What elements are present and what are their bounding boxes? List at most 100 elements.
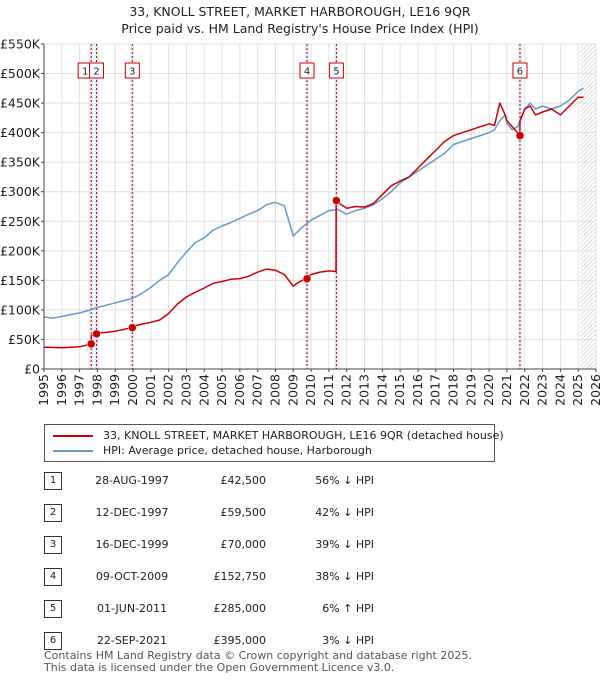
x-tick-label: 1995 xyxy=(36,374,51,406)
event-label-number: 1 xyxy=(82,67,88,78)
event-label: 6 xyxy=(512,62,528,79)
x-tick-label: 1996 xyxy=(54,374,69,406)
event-band xyxy=(130,44,135,369)
x-tick-label: 2023 xyxy=(535,374,550,406)
event-label-box xyxy=(328,62,344,79)
x-tick-label: 2018 xyxy=(446,374,461,406)
event-label: 2 xyxy=(89,62,105,79)
sale-date: 22-SEP-2021 xyxy=(96,634,168,647)
sale-number-badge: 4 xyxy=(44,568,62,586)
x-tick-label: 2004 xyxy=(196,374,211,406)
sale-marker xyxy=(302,274,312,283)
sale-date: 16-DEC-1999 xyxy=(95,538,169,551)
event-label-box xyxy=(89,62,105,79)
x-tick-label: 2025 xyxy=(570,374,585,406)
x-tick-label: 2022 xyxy=(517,374,532,406)
sale-date: 01-JUN-2011 xyxy=(96,602,168,615)
x-tick-label: 2014 xyxy=(374,374,389,406)
sale-number-badge: 3 xyxy=(44,536,62,554)
sale-date: 12-DEC-1997 xyxy=(95,506,169,519)
legend-item-property: 33, KNOLL STREET, MARKET HARBOROUGH, LE1… xyxy=(53,429,504,442)
sale-date: 09-OCT-2009 xyxy=(95,570,169,583)
x-tick-label: 2003 xyxy=(178,374,193,406)
x-tick-label: 2019 xyxy=(463,374,478,406)
event-label-number: 5 xyxy=(333,67,339,78)
sale-hpi-diff: 42% ↓ HPI xyxy=(315,506,374,519)
event-label: 3 xyxy=(124,62,140,79)
y-tick-label: £100K xyxy=(0,302,41,317)
sale-row: 5 01-JUN-2011 £285,000 6% ↑ HPI xyxy=(44,598,464,620)
footer-copyright: Contains HM Land Registry data © Crown c… xyxy=(44,649,472,662)
sale-marker xyxy=(92,329,101,339)
event-label-box xyxy=(512,62,528,79)
sale-number-badge: 1 xyxy=(44,472,62,490)
event-label-number: 2 xyxy=(93,67,99,78)
sale-number-badge: 5 xyxy=(44,600,62,618)
event-band xyxy=(94,44,99,369)
sale-marker xyxy=(332,196,341,205)
x-tick-label: 1997 xyxy=(72,374,87,406)
event-band xyxy=(517,44,522,369)
footer-notice: Contains HM Land Registry data © Crown c… xyxy=(44,650,472,674)
legend-swatch-hpi xyxy=(53,450,93,452)
x-tick-label: 2006 xyxy=(232,374,247,406)
chart-title-line2: Price paid vs. HM Land Registry's House … xyxy=(121,21,478,36)
sale-number-badge: 6 xyxy=(44,632,62,650)
event-label-number: 3 xyxy=(129,67,135,78)
y-tick-label: £0 xyxy=(24,362,40,377)
sale-number-badge: 2 xyxy=(44,504,62,522)
event-band xyxy=(305,44,310,369)
y-tick-label: £250K xyxy=(0,214,41,229)
y-tick-label: £50K xyxy=(8,332,41,347)
x-tick-label: 2009 xyxy=(285,374,300,406)
price-chart: 33, KNOLL STREET, MARKET HARBOROUGH, LE1… xyxy=(0,4,600,406)
x-tick-label: 2010 xyxy=(303,374,318,406)
event-label-number: 4 xyxy=(304,67,310,78)
y-tick-label: £550K xyxy=(0,37,41,52)
x-tick-label: 2015 xyxy=(392,374,407,406)
event-label: 5 xyxy=(328,62,344,79)
y-tick-label: £300K xyxy=(0,184,41,199)
y-tick-label: £150K xyxy=(0,273,41,288)
sale-marker xyxy=(515,131,525,140)
plot-area xyxy=(44,44,596,369)
sale-hpi-diff: 56% ↓ HPI xyxy=(315,474,374,487)
sale-price: £59,500 xyxy=(220,506,267,519)
chart-legend: 33, KNOLL STREET, MARKET HARBOROUGH, LE1… xyxy=(44,424,504,462)
x-tick-label: 2013 xyxy=(357,374,372,406)
x-tick-label: 2011 xyxy=(321,374,336,406)
future-shade xyxy=(579,44,596,369)
sale-row: 6 22-SEP-2021 £395,000 3% ↓ HPI xyxy=(44,630,464,652)
legend-item-hpi: HPI: Average price, detached house, Harb… xyxy=(53,444,372,457)
sale-row: 3 16-DEC-1999 £70,000 39% ↓ HPI xyxy=(44,534,464,556)
x-tick-label: 2017 xyxy=(428,374,443,406)
sale-hpi-diff: 3% ↓ HPI xyxy=(322,634,374,647)
y-tick-label: £450K xyxy=(0,96,41,111)
x-tick-label: 2026 xyxy=(588,374,600,406)
hpi-line xyxy=(43,87,584,319)
y-tick-label: £400K xyxy=(0,125,41,140)
chart-title-line1: 33, KNOLL STREET, MARKET HARBOROUGH, LE1… xyxy=(129,4,471,19)
y-tick-label: £500K xyxy=(0,66,41,81)
sale-marker xyxy=(86,339,96,349)
sale-row: 2 12-DEC-1997 £59,500 42% ↓ HPI xyxy=(44,502,464,524)
legend-swatch-property xyxy=(53,435,93,437)
sale-hpi-diff: 39% ↓ HPI xyxy=(315,538,374,551)
event-band xyxy=(89,44,94,369)
x-tick-label: 2012 xyxy=(339,374,354,406)
event-label-box xyxy=(299,62,315,79)
x-tick-label: 2001 xyxy=(143,374,158,406)
sale-hpi-diff: 6% ↑ HPI xyxy=(322,602,374,615)
x-tick-label: 2002 xyxy=(161,374,176,406)
sale-price: £395,000 xyxy=(213,634,267,647)
x-tick-label: 2020 xyxy=(481,374,496,406)
property-price-line xyxy=(43,96,584,349)
sale-row: 4 09-OCT-2009 £152,750 38% ↓ HPI xyxy=(44,566,464,588)
sale-date: 28-AUG-1997 xyxy=(95,474,169,487)
sale-price: £152,750 xyxy=(213,570,267,583)
x-tick-label: 2021 xyxy=(499,374,514,406)
sale-price: £42,500 xyxy=(220,474,267,487)
legend-label-property: 33, KNOLL STREET, MARKET HARBOROUGH, LE1… xyxy=(103,429,504,442)
x-tick-label: 2024 xyxy=(552,374,567,406)
y-tick-label: £350K xyxy=(0,155,41,170)
